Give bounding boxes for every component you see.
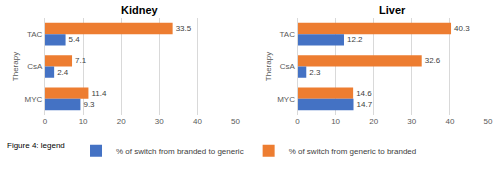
svg-text:7.1: 7.1 <box>75 56 87 65</box>
svg-text:MYC: MYC <box>25 95 43 104</box>
svg-text:CsA: CsA <box>27 62 43 71</box>
svg-text:10: 10 <box>331 117 340 126</box>
svg-text:12.2: 12.2 <box>347 35 363 44</box>
svg-text:14.7: 14.7 <box>357 100 373 109</box>
svg-text:TAC: TAC <box>280 30 296 39</box>
svg-text:11.4: 11.4 <box>91 89 107 98</box>
svg-text:Therapy: Therapy <box>264 52 273 81</box>
svg-text:0: 0 <box>295 117 300 126</box>
svg-text:20: 20 <box>117 117 126 126</box>
svg-text:40: 40 <box>193 117 202 126</box>
svg-text:0: 0 <box>43 117 48 126</box>
svg-text:MYC: MYC <box>277 95 295 104</box>
svg-text:30: 30 <box>155 117 164 126</box>
svg-text:50: 50 <box>484 117 493 126</box>
svg-text:50: 50 <box>231 117 240 126</box>
svg-text:CsA: CsA <box>280 62 296 71</box>
svg-text:2.3: 2.3 <box>309 68 321 77</box>
svg-text:% of switch from generic to br: % of switch from generic to branded <box>289 147 417 156</box>
svg-text:10: 10 <box>79 117 88 126</box>
svg-text:9.3: 9.3 <box>83 100 95 109</box>
svg-text:5.4: 5.4 <box>69 35 81 44</box>
svg-text:20: 20 <box>369 117 378 126</box>
svg-text:14.6: 14.6 <box>356 89 372 98</box>
svg-text:40.3: 40.3 <box>454 24 470 33</box>
svg-text:32.6: 32.6 <box>425 56 441 65</box>
svg-text:33.5: 33.5 <box>176 24 192 33</box>
svg-text:Therapy: Therapy <box>11 52 20 81</box>
svg-text:TAC: TAC <box>27 30 43 39</box>
svg-text:40: 40 <box>445 117 454 126</box>
svg-text:% of switch from branded to ge: % of switch from branded to generic <box>116 147 244 156</box>
svg-text:Liver: Liver <box>379 4 406 16</box>
svg-text:Figure 4: legend: Figure 4: legend <box>7 141 65 150</box>
svg-text:30: 30 <box>407 117 416 126</box>
svg-text:2.4: 2.4 <box>57 68 69 77</box>
svg-text:Kidney: Kidney <box>121 4 159 16</box>
